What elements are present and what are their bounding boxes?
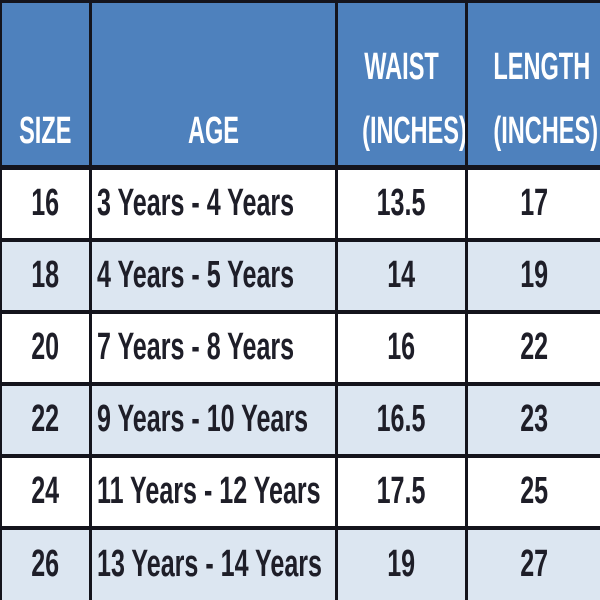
cell-length: 19 bbox=[466, 239, 600, 314]
cell-waist: 16.5 bbox=[336, 383, 468, 458]
cell-age: 3 Years - 4 Years bbox=[90, 167, 338, 242]
cell-length: 22 bbox=[466, 311, 600, 386]
column-header-length-line1: LENGTH bbox=[492, 46, 590, 88]
cell-age: 9 Years - 10 Years bbox=[90, 383, 338, 458]
cell-size: 24 bbox=[1, 455, 92, 530]
table-row: 24 11 Years - 12 Years 17.5 25 bbox=[1, 455, 600, 530]
cell-length: 23 bbox=[466, 383, 600, 458]
column-header-waist: WAIST (INCHES) bbox=[336, 1, 468, 170]
cell-age: 13 Years - 14 Years bbox=[90, 527, 338, 600]
table-row: 26 13 Years - 14 Years 19 27 bbox=[1, 527, 600, 600]
cell-length: 25 bbox=[466, 455, 600, 530]
cell-size: 26 bbox=[1, 527, 92, 600]
column-header-waist-line1: WAIST bbox=[363, 46, 439, 88]
table-row: 18 4 Years - 5 Years 14 19 bbox=[1, 239, 600, 314]
cell-waist: 19 bbox=[336, 527, 468, 600]
cell-size: 16 bbox=[1, 167, 92, 242]
cell-waist: 17.5 bbox=[336, 455, 468, 530]
column-header-age-label: AGE bbox=[187, 110, 239, 152]
cell-waist: 14 bbox=[336, 239, 468, 314]
cell-length: 27 bbox=[520, 543, 549, 586]
header-row: SIZE AGE WAIST (INCHES) LENGTH (INCHES) bbox=[1, 1, 600, 170]
column-header-size-label: SIZE bbox=[19, 110, 72, 152]
cell-length: 17 bbox=[466, 167, 600, 242]
column-header-waist-line2: (INCHES) bbox=[361, 110, 466, 152]
cell-size: 18 bbox=[1, 239, 92, 314]
column-header-size: SIZE bbox=[1, 1, 92, 170]
table-row: 22 9 Years - 10 Years 16.5 23 bbox=[1, 383, 600, 458]
cell-waist: 16 bbox=[336, 311, 468, 386]
cell-waist: 13.5 bbox=[336, 167, 468, 242]
cell-age: 11 Years - 12 Years bbox=[90, 455, 338, 530]
cell-size: 20 bbox=[1, 311, 92, 386]
cell-size: 22 bbox=[1, 383, 92, 458]
column-header-length: LENGTH (INCHES) bbox=[466, 1, 600, 170]
column-header-length-line2: (INCHES) bbox=[492, 110, 598, 152]
cell-age: 4 Years - 5 Years bbox=[90, 239, 338, 314]
table-row: 16 3 Years - 4 Years 13.5 17 bbox=[1, 167, 600, 242]
table-row: 20 7 Years - 8 Years 16 22 bbox=[1, 311, 600, 386]
cell-age: 7 Years - 8 Years bbox=[90, 311, 338, 386]
column-header-age: AGE bbox=[90, 1, 338, 170]
